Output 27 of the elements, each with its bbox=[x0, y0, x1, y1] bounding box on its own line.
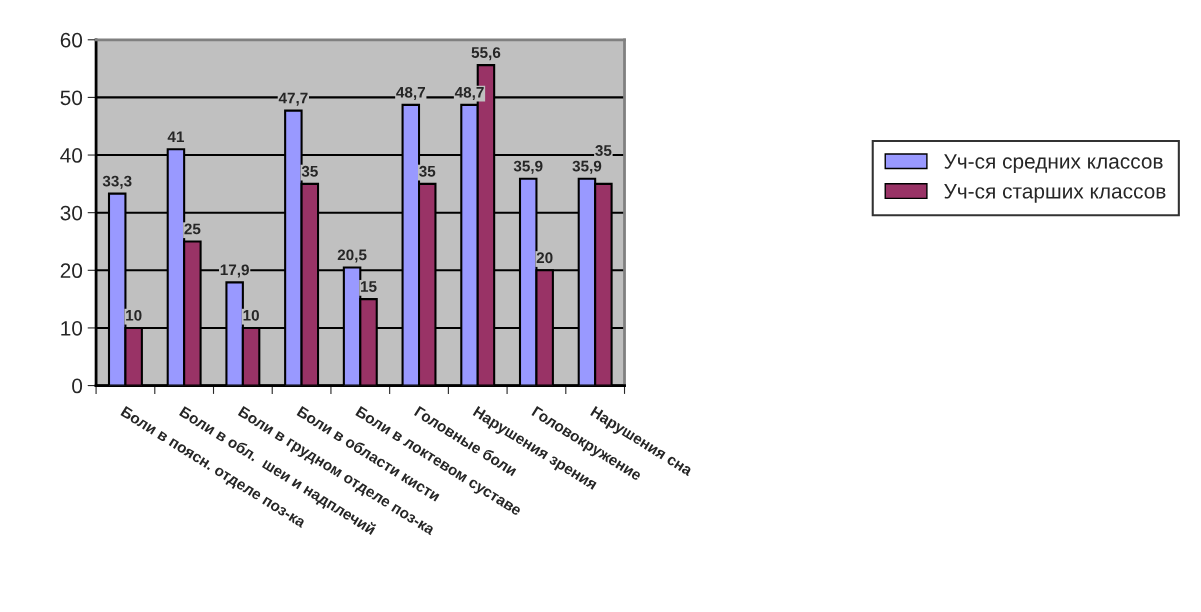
y-tick-label: 30 bbox=[60, 205, 83, 221]
data-label: 41 bbox=[167, 131, 185, 142]
data-label: 17,9 bbox=[220, 264, 249, 278]
y-tick-label: 0 bbox=[72, 378, 83, 394]
data-label: 47,7 bbox=[278, 92, 308, 106]
data-label: 20 bbox=[536, 252, 553, 264]
data-label: 33,3 bbox=[102, 175, 132, 189]
data-label: 35 bbox=[595, 145, 612, 156]
data-label: 25 bbox=[184, 223, 201, 235]
legend-label: Уч-ся средних классов bbox=[944, 154, 1163, 173]
data-label: 10 bbox=[126, 309, 142, 321]
data-label: 35,9 bbox=[572, 160, 602, 174]
y-tick-label: 40 bbox=[60, 148, 83, 163]
data-label: 35 bbox=[419, 165, 436, 177]
data-label: 35,9 bbox=[513, 160, 543, 174]
y-tick-label: 20 bbox=[60, 263, 83, 279]
legend-label: Уч-ся старших классов bbox=[944, 184, 1166, 203]
data-label: 20,5 bbox=[337, 249, 367, 263]
data-label: 35 bbox=[301, 165, 318, 177]
y-tick-label: 50 bbox=[60, 90, 83, 106]
data-label: 48,7 bbox=[454, 86, 484, 100]
data-label: 55,6 bbox=[471, 47, 501, 61]
data-label: 10 bbox=[243, 309, 259, 321]
data-label: 48,7 bbox=[396, 86, 425, 100]
y-tick-label: 60 bbox=[60, 32, 83, 48]
y-tick-label: 10 bbox=[61, 320, 83, 336]
data-label: 15 bbox=[360, 281, 377, 292]
